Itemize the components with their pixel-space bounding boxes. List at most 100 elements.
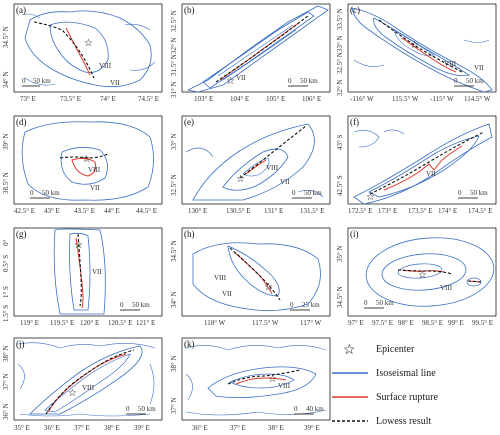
xtick: 98.5° E bbox=[422, 319, 443, 327]
panel-d: ☆ VIII VII (d) 0 50 km 42.5° E 43° E 43.… bbox=[0, 112, 166, 219]
isoseismal-mid-a bbox=[49, 21, 109, 73]
panel-i: ☆ VIII (i) 0 50 km 97° E 97.5° E 98° E 9… bbox=[334, 224, 500, 331]
xtick: 73.5° E bbox=[60, 95, 81, 103]
isoseismal-inner-j bbox=[44, 353, 131, 413]
ytick: 34.5° N bbox=[170, 240, 178, 262]
epicenter-icon: ☆ bbox=[410, 40, 419, 51]
legend-label-isoseismal: Isoseismal line bbox=[376, 367, 436, 379]
ytick: 34.5° N bbox=[2, 26, 10, 48]
isoseismal-outer-h bbox=[192, 242, 321, 312]
ytick: 32.5° N bbox=[170, 174, 178, 196]
isoseismal-outer-g bbox=[53, 228, 106, 315]
xtick: 119° E bbox=[20, 319, 39, 327]
scale-text-j: 50 km bbox=[138, 405, 156, 413]
xtick: 73° E bbox=[20, 95, 36, 103]
panel-k: ☆ VIII (k) 0 40 km 36° E 37° E 38° E 39°… bbox=[168, 334, 334, 435]
panel-label-i: (i) bbox=[350, 229, 359, 239]
isoseismal-mid-e bbox=[222, 148, 289, 191]
xtick: 44° E bbox=[104, 207, 120, 215]
isoseismal-fragments-a bbox=[21, 13, 156, 86]
lowess-j bbox=[45, 349, 135, 415]
scale-text-f: 50 km bbox=[470, 189, 488, 197]
panel-e: ☆ VIII VII (e) 0 50 km 130° E 130.5° E 1… bbox=[168, 112, 334, 219]
zone-label-k: VIII bbox=[278, 382, 291, 390]
lowess-d bbox=[59, 153, 109, 159]
xtick: 43° E bbox=[44, 207, 60, 215]
isoseismal-outer-f bbox=[353, 123, 493, 205]
map-k: ☆ VIII (k) 0 40 km 36° E 37° E 38° E 39°… bbox=[170, 337, 331, 432]
legend-label-lowess: Lowess result bbox=[376, 415, 432, 427]
xtick: 117° W bbox=[300, 319, 322, 327]
ytick: 33° N bbox=[170, 133, 178, 150]
isoseismal-outer-e bbox=[192, 123, 315, 201]
ytick: 33° N bbox=[336, 35, 344, 52]
panel-label-k: (k) bbox=[184, 339, 195, 349]
legend-label-rupture: Surface rupture bbox=[376, 391, 438, 403]
xtick: -115° W bbox=[430, 95, 454, 103]
ytick: 0° bbox=[2, 240, 10, 247]
isoseismal-mid-h bbox=[227, 245, 280, 297]
xtick: 43.5° E bbox=[74, 207, 95, 215]
xtick: 131.5° E bbox=[300, 207, 325, 215]
svg-text:0: 0 bbox=[454, 77, 458, 85]
zone-label-h2: VII bbox=[222, 290, 232, 298]
scale-text-k: 40 km bbox=[306, 405, 324, 413]
xtick: 119.5° E bbox=[50, 319, 74, 327]
xtick: 120.5° E bbox=[108, 319, 133, 327]
epicenter-icon: ☆ bbox=[343, 343, 356, 356]
scale-text-i: 50 km bbox=[376, 299, 394, 307]
panel-label-e: (e) bbox=[184, 117, 194, 127]
xtick: 37° E bbox=[230, 424, 246, 432]
epicenter-icon: ☆ bbox=[268, 374, 277, 385]
legend-item-isoseismal: Isoseismal line bbox=[330, 366, 436, 380]
panel-g: ☆ VII (g) 0 50 km 119° E 119.5° E 120° E… bbox=[0, 224, 166, 331]
xtick: 173° E bbox=[378, 207, 397, 215]
svg-text:0: 0 bbox=[290, 301, 294, 309]
isoseismal-inner-b bbox=[217, 24, 297, 81]
zone-label-e2: VII bbox=[280, 178, 290, 186]
lowess-f bbox=[369, 131, 485, 195]
ytick: 38.5° N bbox=[2, 172, 10, 194]
scale-text-c: 50 km bbox=[466, 77, 484, 85]
panel-b: ☆ VII (b) 0 50 km 103° E 104° E 105° E 1… bbox=[168, 0, 334, 107]
svg-text:0: 0 bbox=[292, 189, 296, 197]
ytick: 1.5° S bbox=[2, 305, 10, 322]
frame-c bbox=[347, 3, 497, 93]
isoseismal-outer-j bbox=[17, 342, 156, 417]
xtick: 39° E bbox=[134, 424, 150, 432]
xtick: 121° E bbox=[136, 319, 155, 327]
isoseismal-outer-c bbox=[351, 7, 493, 93]
panel-c: ☆ VIII VII (c) 0 50 km -116° W 115.5° W … bbox=[334, 0, 500, 107]
xtick: 117.5° W bbox=[252, 319, 279, 327]
xtick: 35° E bbox=[14, 424, 30, 432]
scale-text-a: 50 km bbox=[33, 77, 51, 85]
xtick: 74° E bbox=[100, 95, 116, 103]
rupture-g bbox=[75, 237, 84, 309]
ytick: 33.5° N bbox=[336, 8, 344, 30]
epicenter-icon: ☆ bbox=[74, 240, 83, 251]
epicenter-icon: ☆ bbox=[264, 282, 273, 293]
xtick: 36° E bbox=[192, 424, 208, 432]
scale-text-b: 50 km bbox=[300, 77, 318, 85]
isoseismal-mid-f bbox=[368, 135, 480, 198]
isoseismal-outer-d bbox=[21, 121, 154, 201]
xtick: 38° E bbox=[104, 424, 120, 432]
panel-a: ☆ VII VIII (a) 0 50 km 73° E 73.5° E 74°… bbox=[0, 0, 166, 107]
map-i: ☆ VIII (i) 0 50 km 97° E 97.5° E 98° E 9… bbox=[336, 227, 497, 327]
panel-label-a: (a) bbox=[16, 5, 26, 15]
ytick: 34° N bbox=[170, 291, 178, 308]
xtick: 118° W bbox=[204, 319, 226, 327]
zone-label-c: VIII bbox=[444, 60, 457, 68]
ytick: 34° N bbox=[2, 71, 10, 88]
scale-text-g: 50 km bbox=[132, 301, 150, 309]
zone-label-d2: VII bbox=[90, 184, 100, 192]
ytick: 31.5° N bbox=[170, 54, 178, 76]
xtick: 174° E bbox=[438, 207, 457, 215]
panel-f: ☆ VII (f) 0 50 km 172.5° E 173° E 173.5°… bbox=[334, 112, 500, 219]
svg-text:0: 0 bbox=[458, 189, 462, 197]
frame-g bbox=[13, 227, 163, 317]
isoseismal-small-i bbox=[466, 277, 482, 287]
epicenter-icon: ☆ bbox=[84, 38, 93, 49]
xtick: 98° E bbox=[398, 319, 414, 327]
ytick: 32.5° N bbox=[336, 52, 344, 74]
